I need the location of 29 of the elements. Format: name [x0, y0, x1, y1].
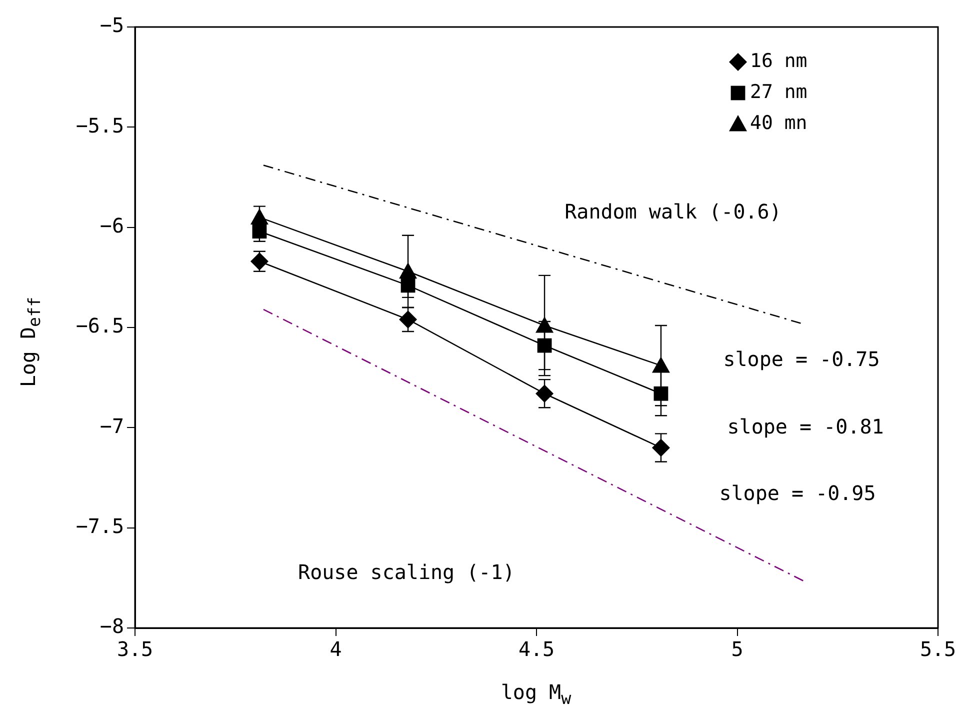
point — [399, 262, 418, 279]
point — [399, 310, 418, 328]
x-tick-label: 5.5 — [920, 637, 956, 662]
annotation: slope = -0.75 — [723, 346, 880, 371]
legend-label: 40 mn — [750, 112, 808, 134]
point — [536, 316, 554, 333]
x-tick-label: 3.5 — [116, 637, 154, 662]
y-tick-label: −8 — [100, 614, 124, 638]
x-tick-label: 4.5 — [518, 637, 555, 662]
legend-label: 27 nm — [750, 80, 808, 103]
y-tick-label: −7.5 — [76, 514, 124, 538]
annotation: Rouse scaling (-1) — [298, 560, 515, 584]
point — [652, 356, 670, 373]
legend-label: 16 nm — [750, 50, 808, 72]
point — [250, 208, 268, 225]
y-tick-label: −5.5 — [76, 113, 124, 138]
y-tick-label: −6.5 — [76, 314, 124, 338]
annotation: Random walk (-0.6) — [564, 200, 782, 224]
y-tick-label: −7 — [100, 414, 124, 438]
x-tick-label: 4 — [330, 637, 342, 662]
y-tick-label: −6 — [100, 214, 124, 238]
x-axis-title: log M$_{w}$ — [500, 680, 572, 708]
y-tick-label: −5 — [100, 13, 124, 38]
point — [652, 438, 670, 457]
x-tick-label: 5 — [731, 637, 744, 662]
point — [536, 384, 554, 403]
point — [654, 386, 668, 401]
annotation: slope = -0.81 — [727, 414, 884, 439]
annotation: slope = -0.95 — [719, 480, 876, 505]
